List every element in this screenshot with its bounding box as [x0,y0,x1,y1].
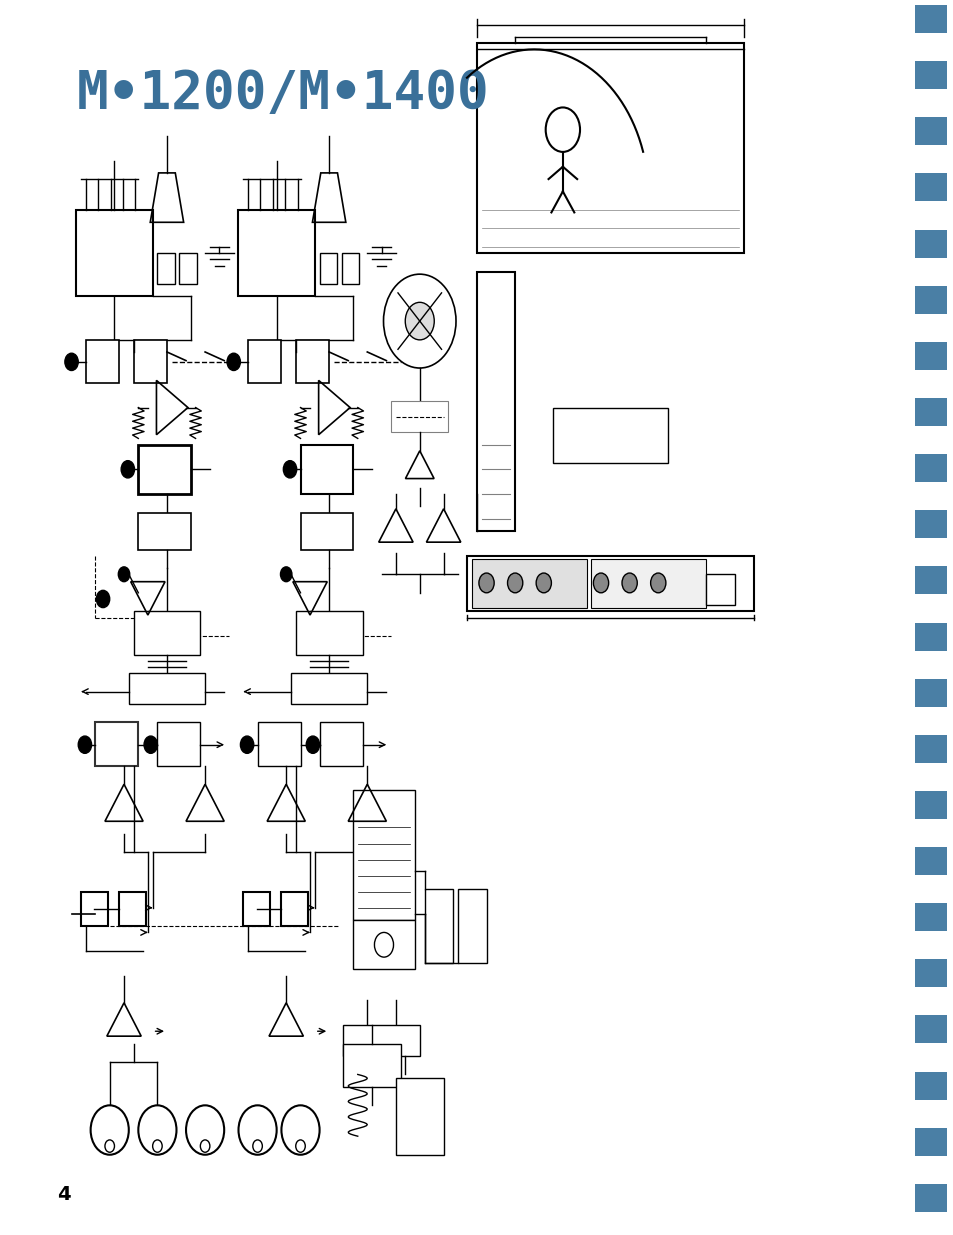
Bar [291,673,367,704]
Bar [300,445,353,494]
Bar [553,408,667,463]
Circle shape [65,353,78,370]
Circle shape [253,1140,262,1152]
Bar [353,920,415,969]
Bar [914,567,946,594]
Bar [281,892,308,926]
Bar [914,847,946,876]
Circle shape [121,461,134,478]
Bar [914,679,946,706]
Bar [476,272,515,531]
Circle shape [280,567,292,582]
Bar [257,722,300,766]
Bar [133,340,167,383]
Circle shape [118,567,130,582]
Bar [319,722,362,766]
Circle shape [78,736,91,753]
Bar [81,892,108,926]
Bar [243,892,270,926]
Text: M•1200/M•1400: M•1200/M•1400 [76,68,489,120]
Bar [76,210,152,296]
Bar [914,1015,946,1044]
Bar [914,622,946,651]
Bar [914,62,946,89]
Circle shape [96,590,110,608]
Bar [914,960,946,987]
Bar [157,722,200,766]
Bar [914,735,946,763]
Bar [391,401,448,432]
Circle shape [650,573,665,593]
Bar [95,722,138,766]
Circle shape [306,736,319,753]
Bar [705,574,734,605]
Bar [914,1184,946,1212]
Bar [129,673,205,704]
Circle shape [295,1140,305,1152]
Bar [343,1044,400,1087]
Bar [914,173,946,201]
Bar [248,340,281,383]
Bar [353,790,415,920]
Bar [395,1078,443,1155]
Circle shape [478,573,494,593]
Circle shape [536,573,551,593]
Bar [457,889,486,963]
Bar [472,559,586,608]
Circle shape [281,1105,319,1155]
Bar [300,513,353,550]
Bar [914,230,946,258]
Bar [119,892,146,926]
Circle shape [621,573,637,593]
Bar [295,340,329,383]
Circle shape [138,1105,176,1155]
Circle shape [593,573,608,593]
Bar [914,454,946,482]
Circle shape [240,736,253,753]
Bar [914,903,946,931]
Bar [157,253,174,284]
Bar [343,1025,419,1056]
Bar [295,611,362,655]
Bar [319,253,336,284]
Circle shape [405,303,434,340]
Bar [86,340,119,383]
Bar [914,398,946,426]
Circle shape [545,107,579,152]
Bar [914,117,946,146]
Bar [467,556,753,611]
Circle shape [91,1105,129,1155]
Circle shape [238,1105,276,1155]
Bar [914,510,946,538]
Bar [914,790,946,819]
Circle shape [283,461,296,478]
Bar [341,253,358,284]
Circle shape [144,736,157,753]
Bar [914,1128,946,1156]
Bar [914,285,946,314]
Bar [914,342,946,369]
Bar [179,253,196,284]
Bar [424,889,453,963]
Circle shape [227,353,240,370]
Circle shape [374,932,393,957]
Text: 4: 4 [57,1186,71,1204]
Bar [476,43,743,253]
Bar [138,513,191,550]
Bar [238,210,314,296]
Circle shape [186,1105,224,1155]
Circle shape [105,1140,114,1152]
Bar [914,5,946,33]
Bar [591,559,705,608]
Circle shape [200,1140,210,1152]
Bar [133,611,200,655]
Bar [914,1072,946,1099]
Bar [138,445,191,494]
Circle shape [152,1140,162,1152]
Circle shape [507,573,522,593]
